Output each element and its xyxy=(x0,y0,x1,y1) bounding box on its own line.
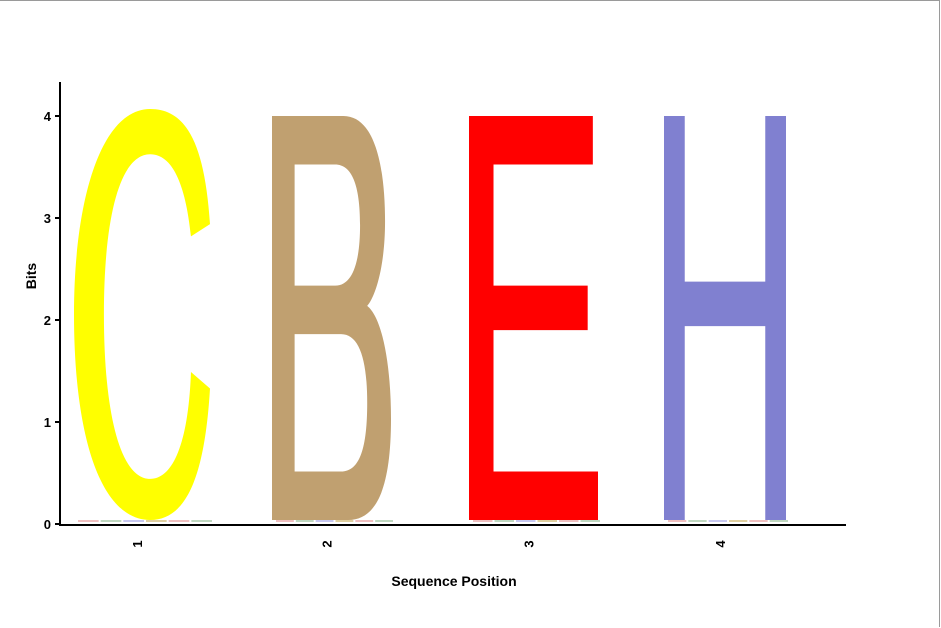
x-tick-label: 2 xyxy=(320,540,335,547)
y-tick-label: 1 xyxy=(44,415,51,430)
y-tick-label: 4 xyxy=(44,109,52,124)
letter-E-position-3 xyxy=(469,116,598,520)
y-tick-label: 0 xyxy=(44,517,51,532)
x-tick-label: 3 xyxy=(522,540,537,547)
letter-B-position-2 xyxy=(272,116,391,520)
y-tick-label: 2 xyxy=(44,313,51,328)
letter-stacks xyxy=(74,109,788,522)
letter-H-position-4 xyxy=(664,116,786,520)
residual-letters-position-4 xyxy=(668,520,788,522)
axes: 0 1 2 3 4 1 2 3 4 xyxy=(44,82,846,548)
x-axis-title: Sequence Position xyxy=(391,573,516,589)
residual-letters-position-3 xyxy=(473,520,600,522)
residual-letters-position-1 xyxy=(78,520,212,522)
letter-C-position-1 xyxy=(74,109,210,520)
residual-letters-position-2 xyxy=(276,520,393,522)
y-axis-title: Bits xyxy=(23,263,39,290)
y-tick-label: 3 xyxy=(44,211,51,226)
x-tick-label: 1 xyxy=(130,540,145,547)
x-tick-label: 4 xyxy=(713,540,728,548)
